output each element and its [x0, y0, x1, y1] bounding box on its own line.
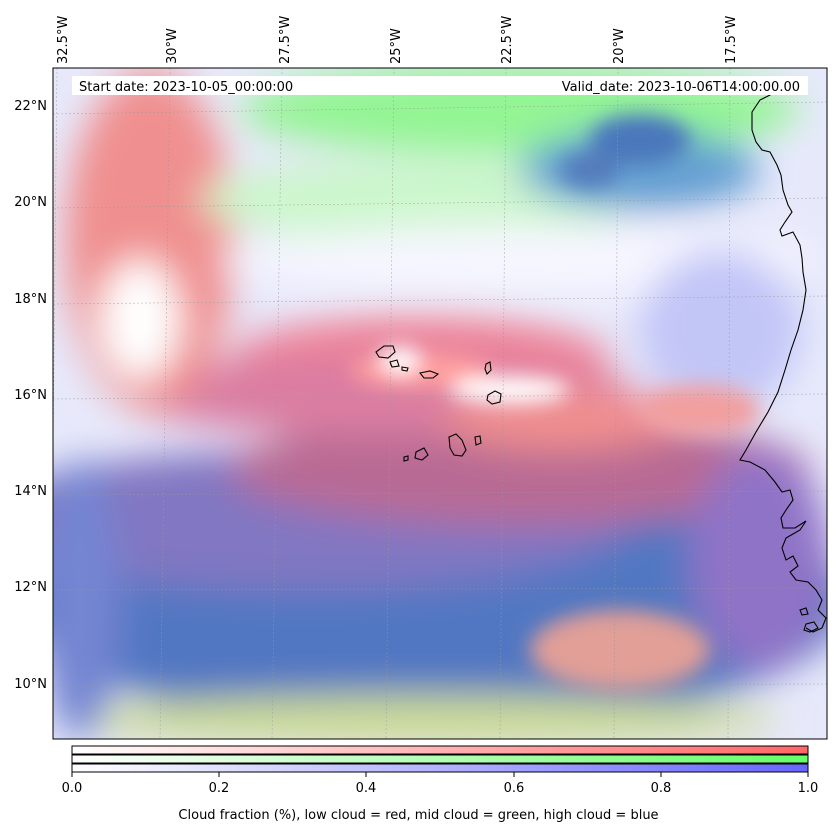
colorbar-ticks: [71, 772, 809, 777]
cloud-field: [53, 68, 827, 739]
lon-label: 20°W: [612, 28, 627, 64]
map-frame: [52, 67, 828, 740]
island-bissagos-2: [803, 621, 819, 633]
graticule: [53, 68, 827, 739]
island-santiago: [448, 433, 467, 457]
island-santa-luzia: [401, 366, 409, 372]
island-boa-vista: [486, 390, 502, 405]
island-sal: [484, 361, 492, 375]
start-date-text: Start date: 2023-10-05_00:00:00: [79, 80, 293, 95]
colorbar-tick-label: 0.0: [62, 781, 83, 796]
island-sao-vicente: [389, 359, 400, 368]
date-info-box: Start date: 2023-10-05_00:00:00 Valid_da…: [72, 76, 808, 95]
longitude-labels: 32.5°W 30°W 27.5°W 25°W 22.5°W 20°W 17.5…: [56, 16, 739, 64]
lat-label: 18°N: [14, 292, 47, 307]
lon-label: 30°W: [165, 28, 180, 64]
colorbar-tick-label: 0.6: [504, 781, 525, 796]
coastlines: [375, 85, 827, 633]
colorbar-tick-label: 0.8: [651, 781, 672, 796]
colorbar-tick-label: 1.0: [798, 781, 819, 796]
lon-label: 32.5°W: [56, 16, 71, 64]
island-maio: [474, 435, 482, 446]
lat-label: 16°N: [14, 388, 47, 403]
colorbar-low-strip: [72, 746, 808, 754]
island-fogo: [414, 447, 429, 461]
colorbar-mid-strip: [72, 755, 808, 763]
lon-label: 22.5°W: [500, 16, 515, 64]
lon-label: 27.5°W: [278, 16, 293, 64]
island-sao-nicolau: [419, 370, 440, 379]
colorbar-high-strip: [72, 764, 808, 772]
colorbar-title: Cloud fraction (%), low cloud = red, mid…: [178, 808, 659, 823]
lat-label: 14°N: [14, 484, 47, 499]
lat-label: 12°N: [14, 580, 47, 595]
colorbar: 0.0 0.2 0.4 0.6 0.8 1.0: [62, 745, 819, 796]
island-santo-antao: [375, 345, 396, 359]
lat-label: 22°N: [14, 99, 47, 114]
island-brava: [403, 455, 409, 462]
lon-label: 17.5°W: [724, 16, 739, 64]
valid-date-text: Valid_date: 2023-10-06T14:00:00.00: [562, 80, 800, 95]
lon-label: 25°W: [389, 28, 404, 64]
lat-label: 10°N: [14, 677, 47, 692]
island-bissagos-1: [799, 607, 809, 616]
colorbar-tick-label: 0.4: [356, 781, 377, 796]
lat-label: 20°N: [14, 195, 47, 210]
african-coastline: [739, 85, 827, 633]
colorbar-tick-label: 0.2: [209, 781, 230, 796]
latitude-labels: 22°N 20°N 18°N 16°N 14°N 12°N 10°N: [14, 99, 47, 692]
